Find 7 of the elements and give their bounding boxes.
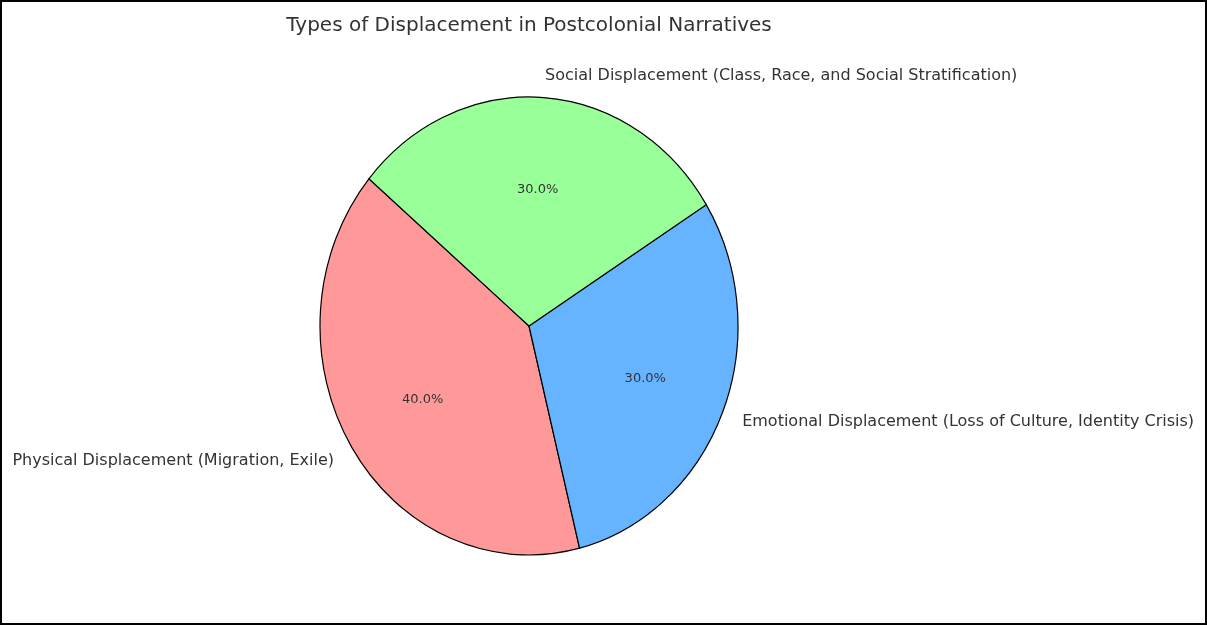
slice-label: Physical Displacement (Migration, Exile) [12,450,335,470]
data-label: 30.0% [624,370,666,386]
data-label: 30.0% [517,181,559,197]
data-label: 40.0% [402,391,444,407]
chart-title: Types of Displacement in Postcolonial Narratives [285,12,772,36]
slice-label: Emotional Displacement (Loss of Culture, Identity Crisis) [742,410,1195,430]
slice-label: Social Displacement (Class, Race, and Social Stratification) [545,65,1018,85]
